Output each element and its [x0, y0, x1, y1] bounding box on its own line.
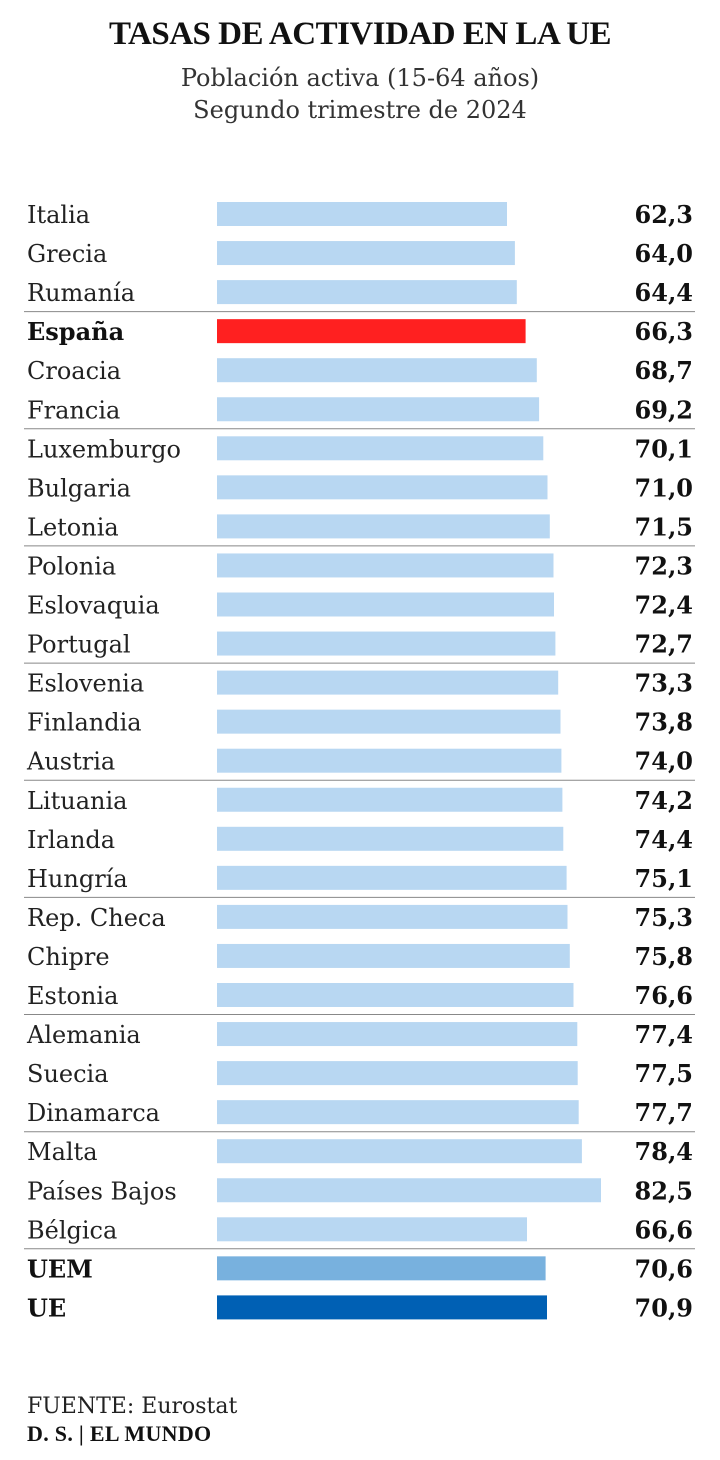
value-label: 75,1 — [635, 864, 693, 893]
bar-croacia — [217, 358, 537, 383]
category-label: Portugal — [27, 631, 131, 659]
value-label: 75,8 — [635, 942, 693, 971]
value-label: 70,9 — [635, 1293, 693, 1322]
value-label: 73,3 — [635, 669, 693, 698]
bar-eslovaquia — [217, 592, 554, 617]
value-label: 70,6 — [635, 1254, 693, 1283]
bar-irlanda — [217, 826, 564, 851]
category-label: Croacia — [27, 357, 121, 385]
bar-polonia — [217, 553, 554, 578]
source-note: FUENTE: Eurostat — [27, 1394, 238, 1419]
category-label: Países Bajos — [27, 1177, 177, 1205]
category-label: Hungría — [27, 865, 128, 893]
category-label: Letonia — [27, 513, 119, 541]
value-label: 66,6 — [635, 1215, 693, 1244]
value-label: 66,3 — [635, 317, 693, 346]
bar-ue — [217, 1295, 547, 1320]
bar-hungría — [217, 865, 567, 890]
value-label: 72,7 — [635, 630, 693, 659]
bar-alemania — [217, 1022, 578, 1047]
bar-uem — [217, 1256, 546, 1281]
category-label: UE — [27, 1293, 66, 1322]
category-label: Alemania — [26, 1021, 141, 1049]
bar-chipre — [217, 943, 570, 968]
category-label: Bulgaria — [27, 474, 131, 502]
bar-chart: Italia 62,3 Grecia 64,0 Rumanía 64,4 España 66,… — [24, 200, 695, 1322]
bar-rumanía — [217, 280, 517, 305]
category-label: Bélgica — [27, 1216, 117, 1244]
bar-bulgaria — [217, 475, 548, 500]
bar-italia — [217, 202, 507, 226]
bar-bélgica — [217, 1217, 527, 1242]
value-label: 77,5 — [635, 1059, 693, 1088]
category-label: Dinamarca — [27, 1099, 160, 1127]
value-label: 78,4 — [635, 1137, 693, 1166]
value-label: 73,8 — [635, 708, 693, 737]
bar-luxemburgo — [217, 436, 544, 461]
value-label: 76,6 — [635, 981, 693, 1010]
category-label: Francia — [27, 396, 120, 424]
value-label: 74,0 — [635, 747, 693, 776]
bar-rep-checa — [217, 904, 568, 929]
value-label: 75,3 — [635, 903, 693, 932]
value-label: 62,3 — [635, 200, 693, 229]
value-label: 69,2 — [635, 395, 693, 424]
value-label: 68,7 — [635, 356, 693, 385]
category-label: Estonia — [27, 982, 118, 1010]
value-label: 71,5 — [635, 512, 693, 541]
bar-finlandia — [217, 709, 561, 734]
category-label: Rumanía — [27, 279, 135, 307]
bar-austria — [217, 748, 562, 773]
category-label: Luxemburgo — [27, 435, 181, 463]
category-label: España — [27, 317, 124, 346]
value-label: 74,4 — [635, 825, 693, 854]
bar-malta — [217, 1139, 582, 1164]
bar-dinamarca — [217, 1100, 579, 1125]
value-label: 64,4 — [635, 278, 693, 307]
value-label: 82,5 — [635, 1176, 693, 1205]
bar-españa — [217, 319, 526, 344]
value-label: 74,2 — [635, 786, 693, 815]
value-label: 77,4 — [635, 1020, 693, 1049]
category-label: Irlanda — [27, 826, 115, 854]
value-label: 72,3 — [635, 551, 693, 580]
category-label: Eslovaquia — [27, 592, 160, 620]
bar-estonia — [217, 983, 574, 1007]
category-label: Rep. Checa — [27, 904, 166, 932]
bar-lituania — [217, 787, 563, 812]
value-label: 77,7 — [635, 1098, 693, 1127]
value-label: 64,0 — [635, 239, 693, 268]
category-label: Italia — [27, 201, 90, 229]
bar-francia — [217, 397, 540, 422]
category-label: Malta — [27, 1138, 98, 1166]
value-label: 70,1 — [635, 434, 693, 463]
bar-países-bajos — [217, 1178, 601, 1203]
category-label: Grecia — [27, 240, 107, 268]
category-label: Chipre — [27, 943, 110, 971]
bar-eslovenia — [217, 670, 559, 695]
category-label: Eslovenia — [27, 670, 144, 698]
category-label: Suecia — [27, 1060, 109, 1088]
category-label: Austria — [26, 748, 115, 776]
category-label: Lituania — [27, 787, 127, 815]
credit-line: D. S. | EL MUNDO — [27, 1421, 212, 1446]
value-label: 71,0 — [635, 473, 693, 502]
bar-grecia — [217, 241, 515, 266]
chart-subtitle-line-1: Población activa (15-64 años) — [180, 64, 540, 92]
category-label: Polonia — [27, 552, 116, 580]
category-label: Finlandia — [27, 709, 142, 737]
bar-letonia — [217, 514, 550, 539]
chart-subtitle-line-2: Segundo trimestre de 2024 — [193, 96, 527, 124]
chart-title: TASAS DE ACTIVIDAD EN LA UE — [108, 16, 612, 52]
category-label: UEM — [27, 1254, 93, 1283]
value-label: 72,4 — [635, 591, 693, 620]
bar-suecia — [217, 1061, 578, 1086]
bar-portugal — [217, 631, 556, 656]
